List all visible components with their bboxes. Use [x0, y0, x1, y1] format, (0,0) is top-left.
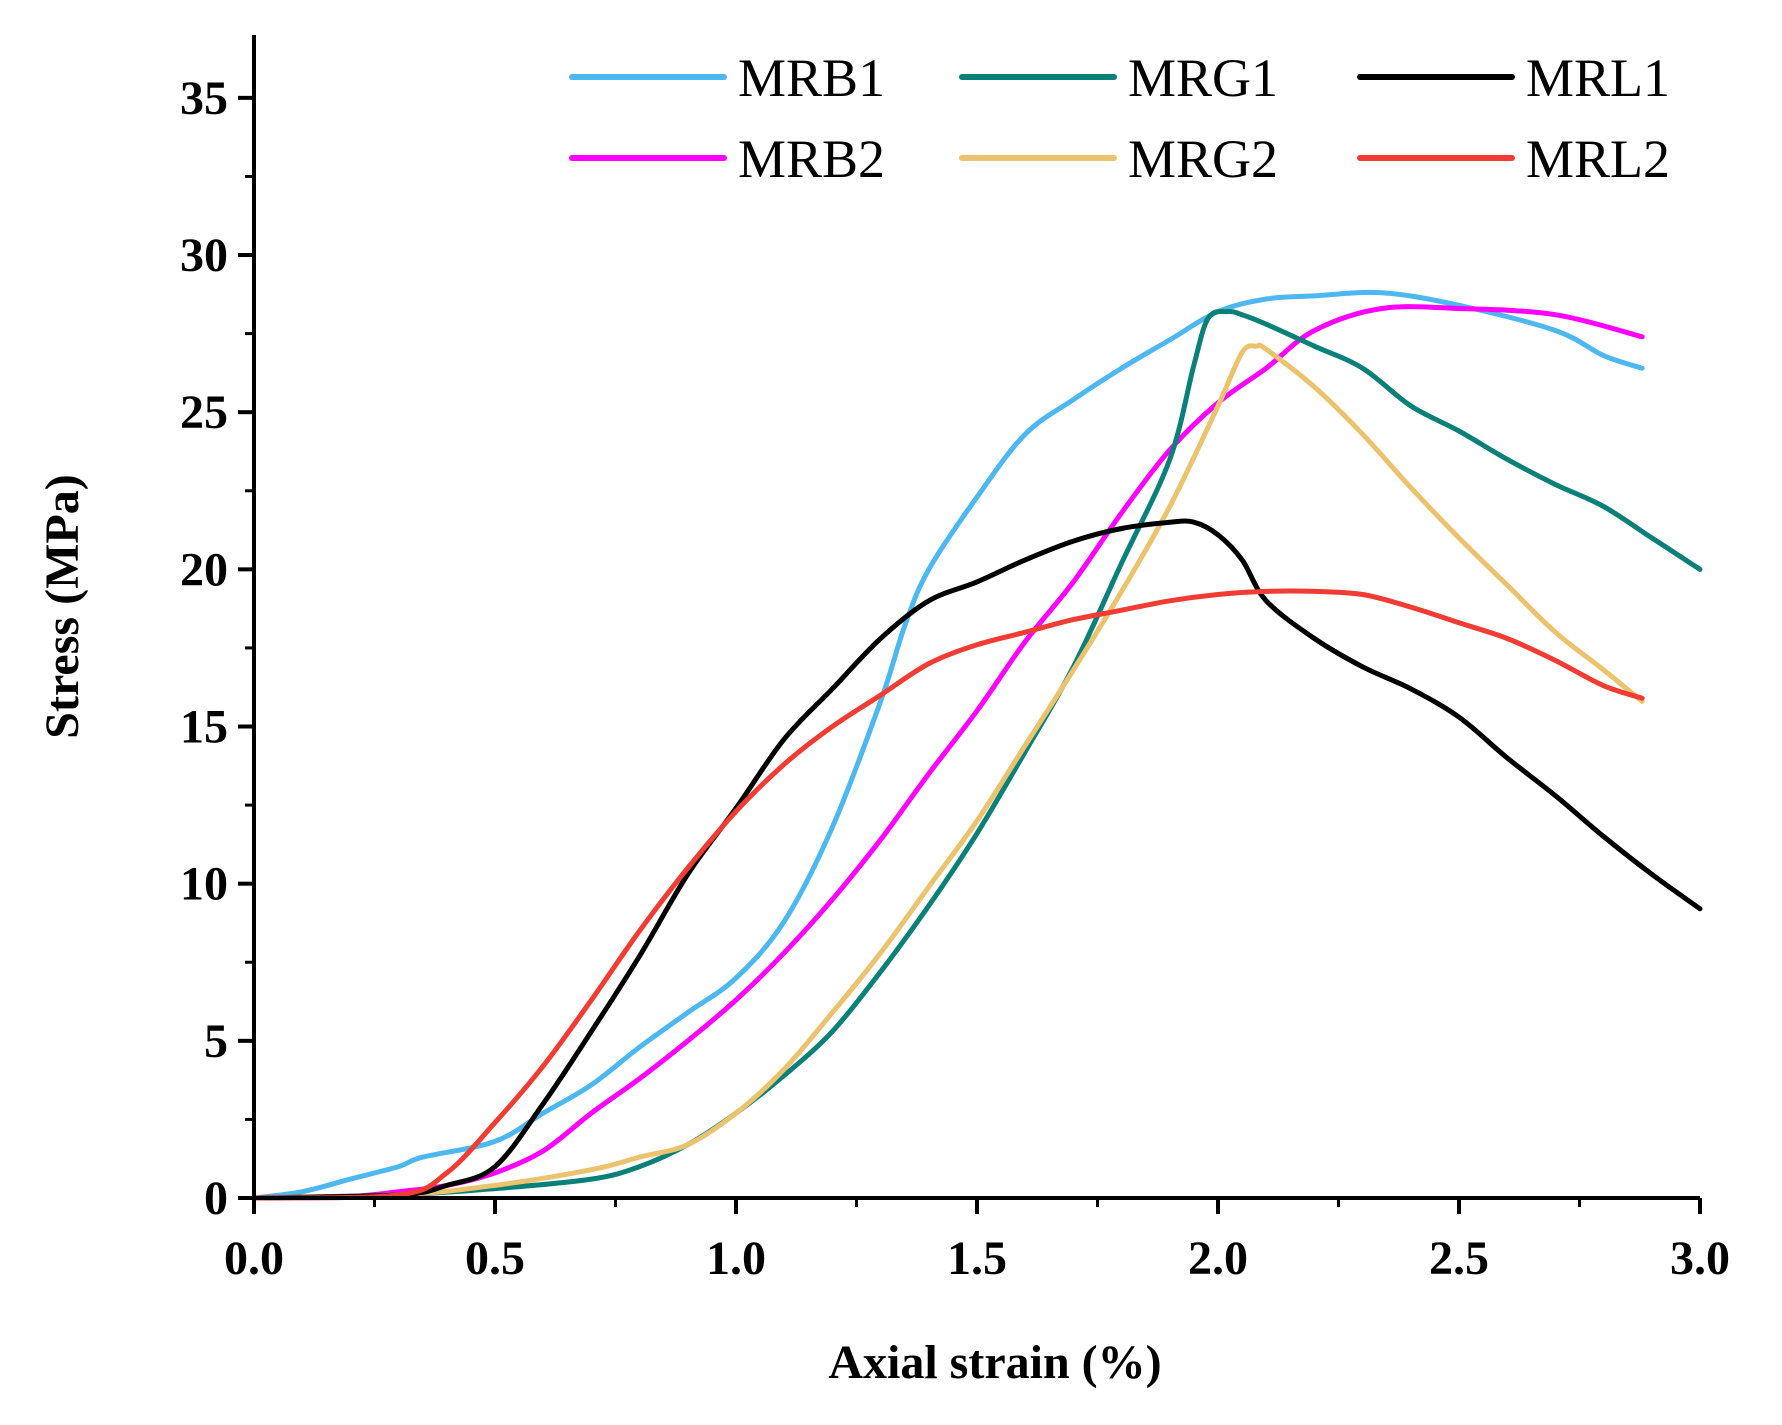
series-line-mrg2 — [251, 342, 1645, 1201]
legend-label-mrl1: MRL1 — [1526, 48, 1670, 108]
legend-label-mrg2: MRG2 — [1128, 129, 1278, 189]
x-tick-label: 0.0 — [224, 1232, 284, 1285]
y-tick-label: 15 — [180, 701, 228, 754]
x-axis-title: Axial strain (%) — [828, 1336, 1161, 1389]
y-tick-label: 20 — [180, 543, 228, 596]
series-line-mrg1 — [251, 308, 1703, 1201]
legend-label-mrb1: MRB1 — [738, 48, 885, 108]
y-tick-label: 10 — [180, 858, 228, 911]
y-tick-label: 35 — [180, 72, 228, 125]
x-tick-label: 1.5 — [947, 1232, 1007, 1285]
y-tick-label: 25 — [180, 386, 228, 439]
series-line-mrb2 — [251, 304, 1645, 1201]
series-lines — [251, 289, 1703, 1201]
legend-label-mrl2: MRL2 — [1526, 129, 1670, 189]
series-line-mrl2 — [251, 588, 1645, 1201]
y-tick-label: 5 — [204, 1015, 228, 1068]
series-line-mrl1 — [251, 518, 1703, 1201]
y-tick-label: 30 — [180, 229, 228, 282]
x-tick-label: 0.5 — [465, 1232, 525, 1285]
y-tick-label: 0 — [204, 1172, 228, 1225]
x-tick-label: 1.0 — [706, 1232, 766, 1285]
legend: MRB1 MRB2 MRG1 MRG2 MRL1 MRL2 — [569, 48, 1670, 189]
x-tick-label: 2.0 — [1188, 1232, 1248, 1285]
legend-label-mrb2: MRB2 — [738, 129, 885, 189]
x-tick-label: 2.5 — [1429, 1232, 1489, 1285]
y-axis-title: Stress (MPa) — [36, 474, 89, 738]
legend-label-mrg1: MRG1 — [1128, 48, 1278, 108]
x-axis-ticks: 0.0 0.5 1.0 1.5 2.0 2.5 3.0 — [224, 1198, 1730, 1285]
y-axis-ticks: 0 5 10 15 20 25 30 35 — [180, 72, 254, 1225]
x-tick-label: 3.0 — [1670, 1232, 1730, 1285]
series-line-mrb1 — [251, 289, 1645, 1201]
